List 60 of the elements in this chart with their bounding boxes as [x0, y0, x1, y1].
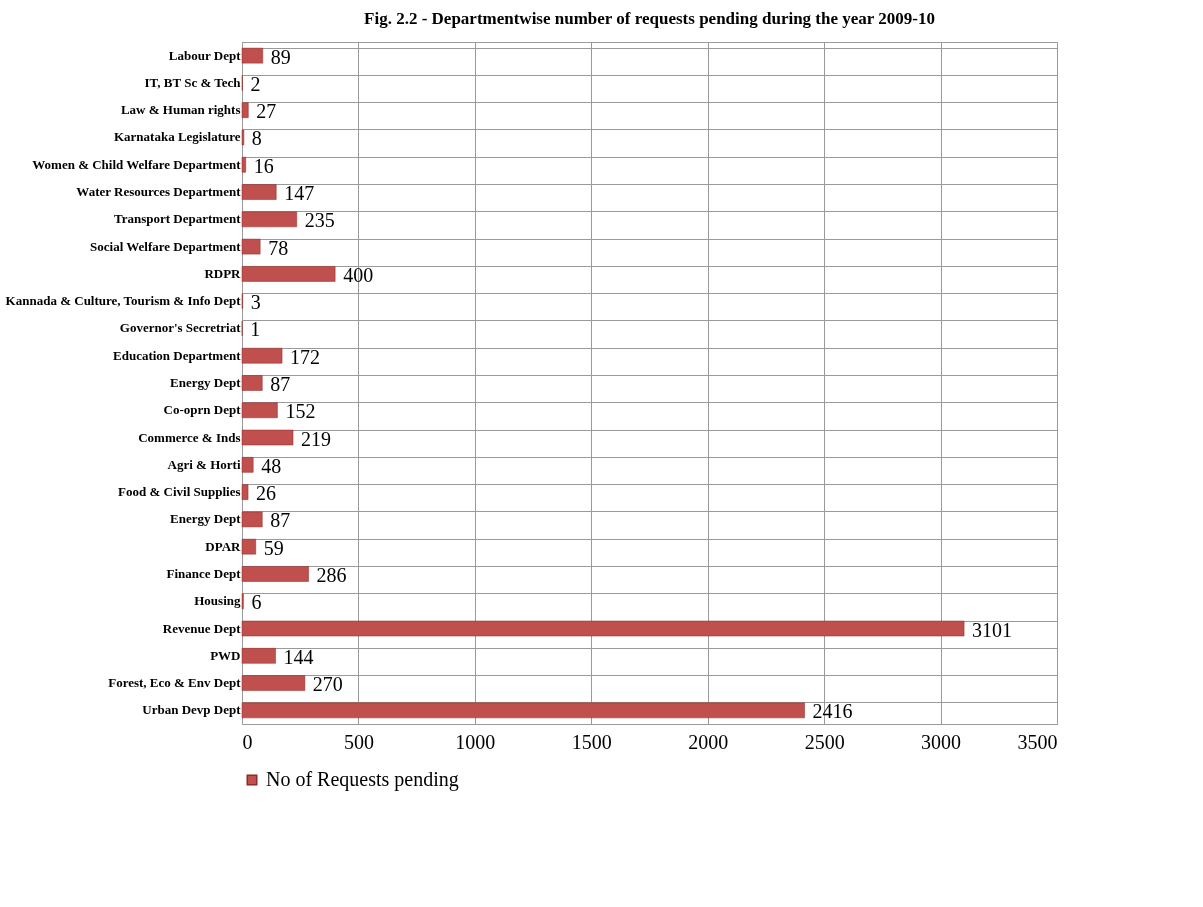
y-tick-label: RDPR: [204, 265, 242, 281]
data-label: 1: [250, 318, 261, 341]
x-tick-label: 1500: [571, 730, 612, 753]
data-label: 89: [270, 45, 291, 68]
x-tick-label: 0: [242, 730, 253, 753]
data-label: 16: [253, 154, 274, 177]
y-tick-label: Forest, Eco & Env Dept: [108, 675, 242, 691]
y-tick-label: Kannada & Culture, Tourism & Info Dept: [5, 293, 242, 309]
x-tick-label: 3000: [921, 730, 962, 753]
x-tick-label: 2000: [688, 730, 729, 753]
y-tick-label: Housing: [194, 593, 241, 609]
chart-title: Fig. 2.2 - Departmentwise number of requests pending during the year 2009-10: [364, 9, 935, 28]
y-tick-label: Energy Dept: [170, 511, 242, 527]
data-label: 3101: [972, 618, 1013, 641]
data-label: 87: [270, 373, 291, 395]
data-label: 3: [250, 291, 261, 314]
data-label: 270: [312, 673, 343, 696]
data-label: 2416: [812, 700, 853, 723]
y-tick-label: Women & Child Welfare Department: [32, 156, 242, 172]
data-label: 172: [290, 345, 321, 368]
y-tick-label: PWD: [210, 647, 241, 663]
y-tick-label: Labour Dept: [168, 47, 242, 63]
data-label: 8: [251, 127, 262, 150]
y-tick-label: Governor's Secretriat: [119, 320, 242, 336]
y-tick-label: Co-oprn Dept: [163, 402, 242, 418]
y-tick-label: Law & Human rights: [120, 102, 241, 118]
x-tick-label: 2500: [804, 730, 845, 753]
data-label: 87: [270, 509, 291, 532]
x-tick-label: 3500: [1017, 730, 1058, 753]
data-label: 286: [316, 563, 347, 586]
data-label: 59: [263, 536, 284, 559]
legend-label: No of Requests pending: [266, 768, 459, 791]
data-label: 78: [268, 236, 289, 259]
data-label: 400: [343, 263, 374, 286]
y-tick-label: Agri & Horti: [167, 456, 241, 472]
y-tick-label: Karnataka Legislature: [113, 129, 241, 145]
y-tick-label: Finance Dept: [166, 565, 242, 581]
y-tick-label: Energy Dept: [170, 375, 242, 390]
x-tick-label: 1000: [455, 730, 496, 753]
y-tick-label: Food & Civil Supplies: [118, 484, 241, 500]
y-tick-label: DPAR: [205, 538, 242, 554]
y-tick-label: Commerce & Inds: [138, 429, 241, 445]
data-label: 219: [301, 427, 331, 450]
y-tick-label: Water Resources Department: [76, 184, 242, 200]
data-label: 6: [251, 591, 262, 614]
y-tick-label: Transport Department: [114, 211, 242, 227]
data-label: 2: [250, 72, 261, 95]
y-tick-label: Urban Devp Dept: [142, 702, 242, 718]
data-label: 27: [256, 100, 277, 123]
data-label: 144: [283, 645, 314, 668]
y-tick-label: Social Welfare Department: [90, 238, 242, 254]
data-label: 235: [304, 209, 335, 232]
data-label: 152: [285, 400, 316, 423]
data-label: 147: [284, 182, 315, 205]
y-tick-label: Education Department: [113, 347, 242, 363]
y-tick-label: IT, BT Sc & Tech: [144, 74, 242, 90]
data-label: 26: [256, 482, 277, 505]
x-tick-label: 500: [343, 730, 374, 753]
y-tick-label: Revenue Dept: [162, 620, 242, 636]
data-label: 48: [261, 454, 282, 477]
